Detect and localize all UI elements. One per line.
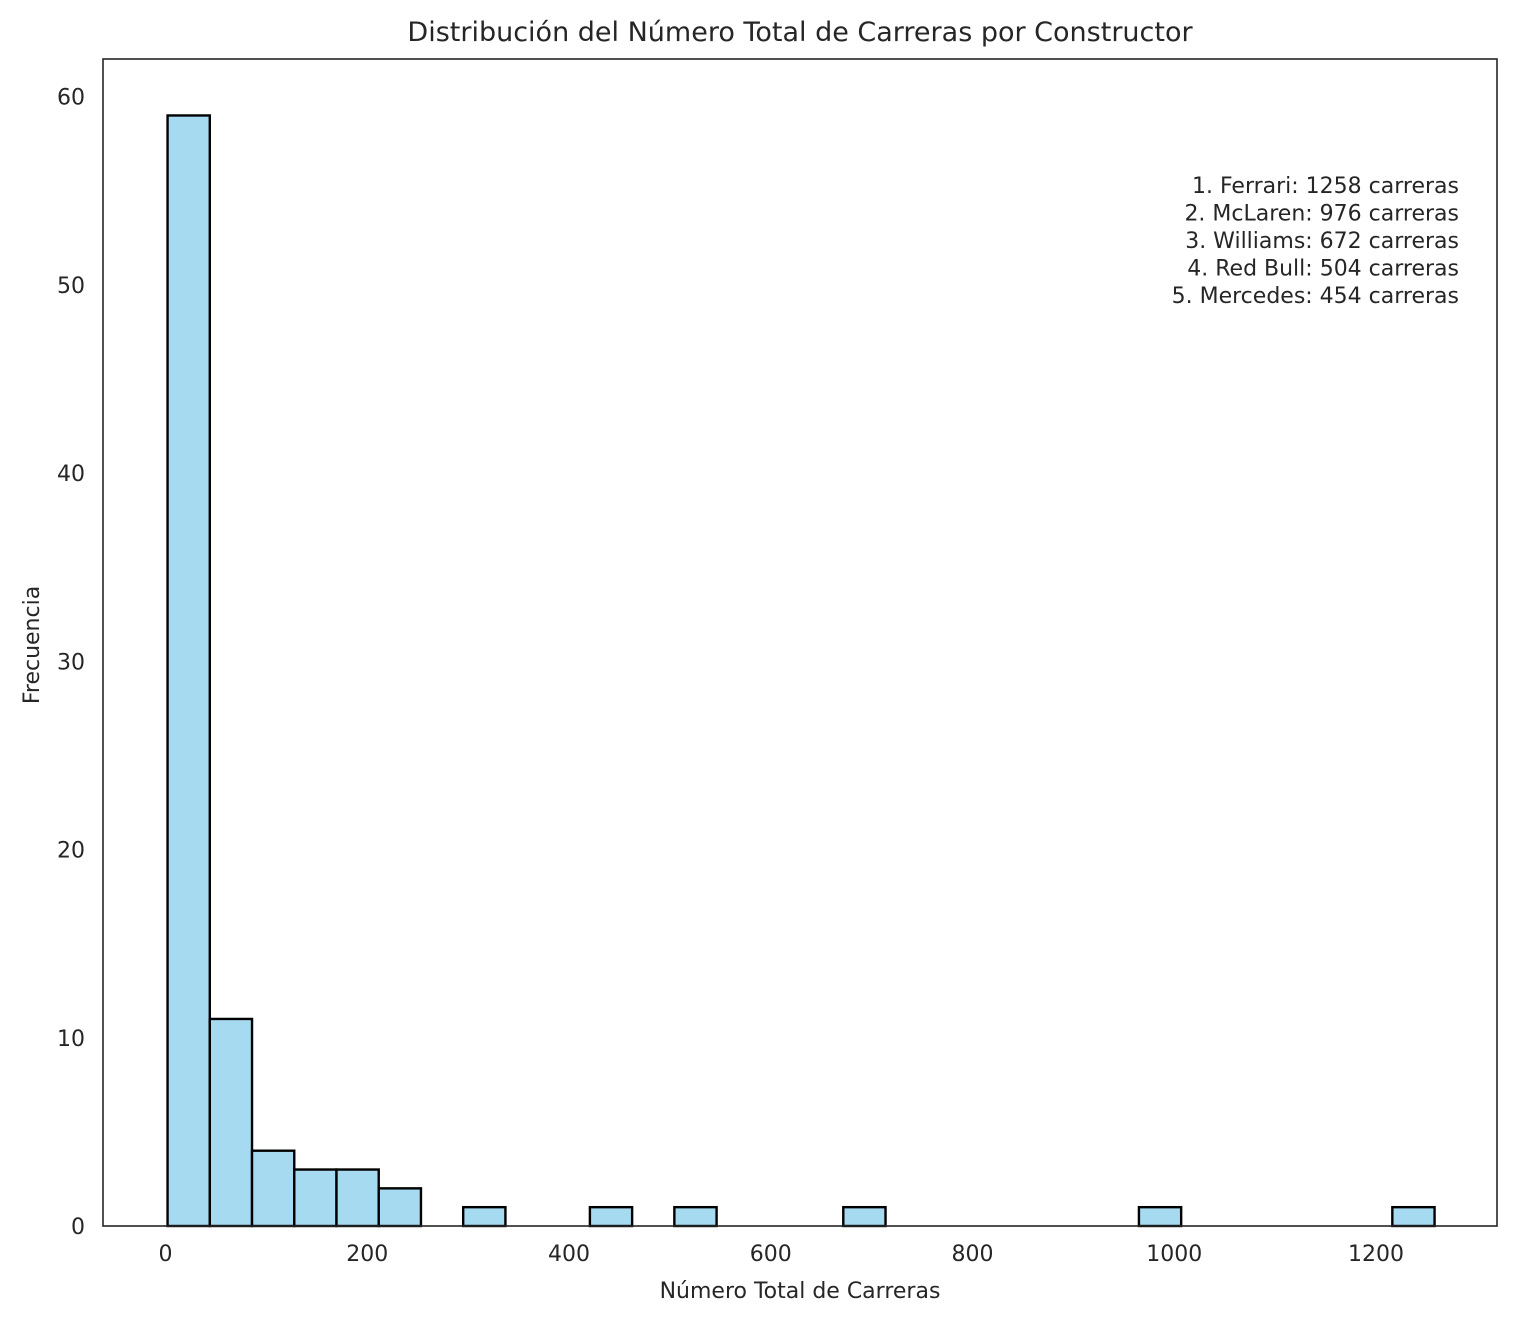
histogram-bars (166, 114, 1436, 1228)
y-axis-ticks: 0 10 20 30 40 50 60 (57, 86, 85, 1240)
histogram-bar (1137, 1205, 1183, 1228)
y-tick-label: 20 (57, 839, 85, 864)
histogram-bar (842, 1205, 887, 1228)
histogram-bar (293, 1168, 338, 1228)
histogram-bar (461, 1205, 507, 1228)
y-axis-label: Frecuencia (20, 586, 45, 704)
y-tick-label: 0 (71, 1215, 85, 1240)
x-tick-label: 800 (951, 1242, 993, 1267)
y-tick-label: 60 (57, 86, 85, 111)
histogram-bar (250, 1149, 296, 1228)
histogram-bar (335, 1168, 380, 1228)
x-tick-label: 1000 (1146, 1242, 1202, 1267)
histogram-bar (208, 1017, 254, 1228)
histogram-bar (166, 114, 211, 1228)
histogram-bar (1391, 1205, 1436, 1228)
histogram-bar (588, 1205, 634, 1228)
x-tick-label: 400 (548, 1242, 590, 1267)
x-tick-label: 0 (159, 1242, 173, 1267)
x-axis-ticks: 0 200 400 600 800 1000 1200 (159, 1242, 1404, 1267)
top-constructors-annotation: 1. Ferrari: 1258 carreras 2. McLaren: 976… (1172, 174, 1459, 309)
x-axis-label: Número Total de Carreras (660, 1279, 941, 1304)
histogram-bar (673, 1205, 718, 1228)
chart-title: Distribución del Número Total de Carrera… (407, 17, 1193, 48)
annotation-line: 5. Mercedes: 454 carreras (1172, 284, 1459, 309)
annotation-line: 1. Ferrari: 1258 carreras (1192, 174, 1459, 199)
y-tick-label: 10 (57, 1027, 85, 1052)
annotation-line: 3. Williams: 672 carreras (1185, 229, 1459, 254)
y-tick-label: 40 (57, 462, 85, 487)
histogram-bar (377, 1187, 423, 1228)
x-tick-label: 600 (750, 1242, 792, 1267)
annotation-line: 4. Red Bull: 504 carreras (1187, 257, 1459, 282)
annotation-line: 2. McLaren: 976 carreras (1184, 202, 1459, 227)
x-tick-label: 200 (346, 1242, 388, 1267)
x-tick-label: 1200 (1348, 1242, 1404, 1267)
y-tick-label: 50 (57, 274, 85, 299)
plot-area-frame (102, 58, 1498, 1227)
y-tick-label: 30 (57, 650, 85, 675)
